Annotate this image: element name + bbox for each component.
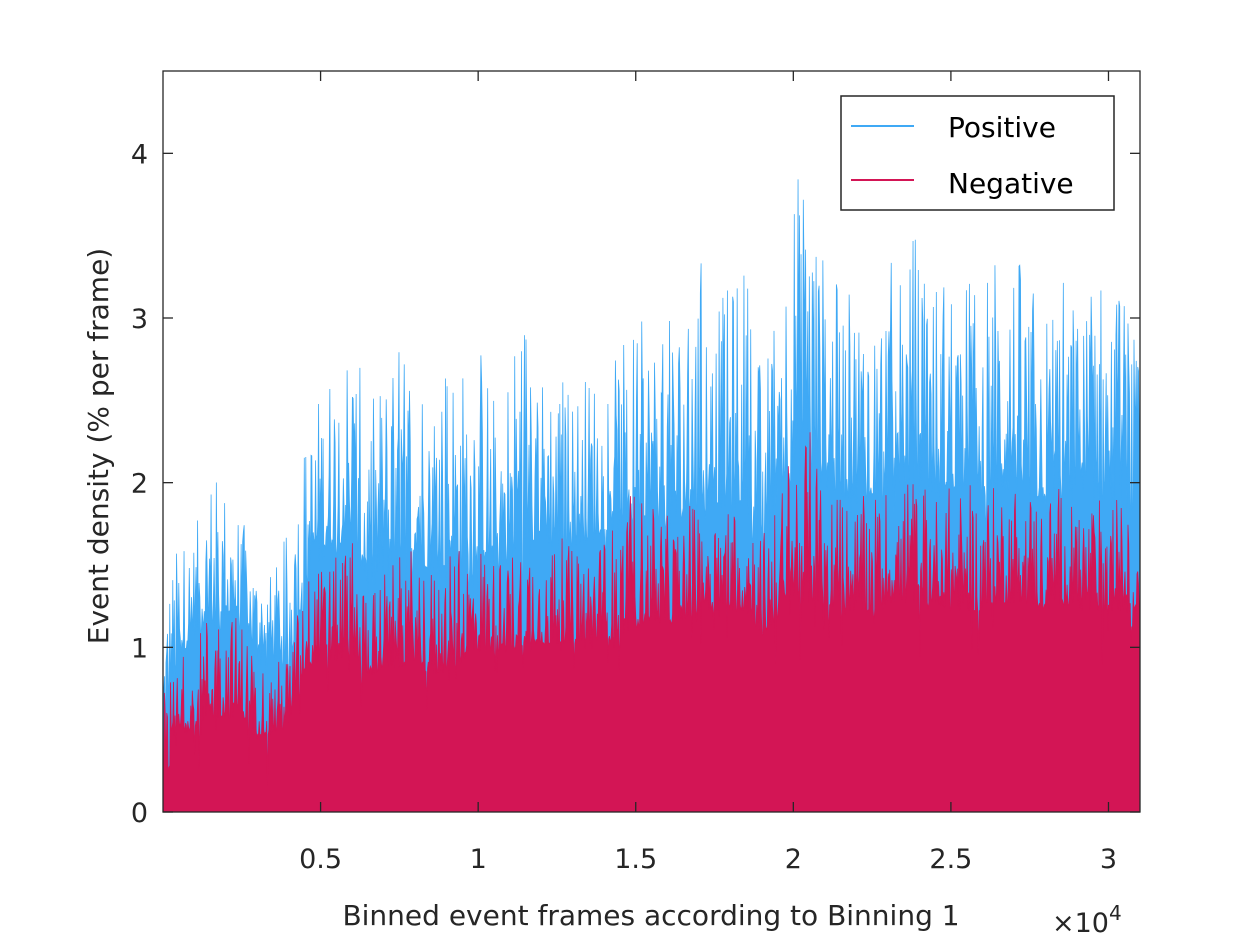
x-tick-label: 2 (785, 844, 802, 875)
y-tick-label: 0 (131, 798, 148, 829)
legend: Positive Negative (840, 95, 1115, 211)
x-tick-label: 1 (470, 844, 487, 875)
x-exponent-base: ×10 (1052, 908, 1109, 939)
legend-label-positive: Positive (948, 111, 1056, 144)
y-tick-label: 3 (131, 304, 148, 335)
y-axis-label: Event density (% per frame) (82, 248, 115, 644)
y-tick-label: 1 (131, 633, 148, 664)
x-tick-label: 0.5 (299, 844, 342, 875)
plot-frame (162, 70, 1141, 813)
x-tick-label: 1.5 (614, 844, 657, 875)
x-axis-label: Binned event frames according to Binning… (342, 899, 959, 932)
x-tick-label: 2.5 (929, 844, 972, 875)
x-exponent-label: ×104 (1052, 901, 1122, 939)
series-area-negative (162, 432, 1141, 813)
x-exponent-power: 4 (1109, 901, 1122, 925)
series-layer (162, 179, 1141, 813)
legend-label-negative: Negative (948, 167, 1074, 200)
y-tick-label: 2 (131, 469, 148, 500)
tick-layer: 0.5 1 1.5 2 2.5 3 0 1 2 3 4 (131, 71, 1140, 875)
legend-box (840, 95, 1115, 211)
x-tick-label: 3 (1100, 844, 1117, 875)
y-tick-label: 4 (131, 139, 148, 170)
